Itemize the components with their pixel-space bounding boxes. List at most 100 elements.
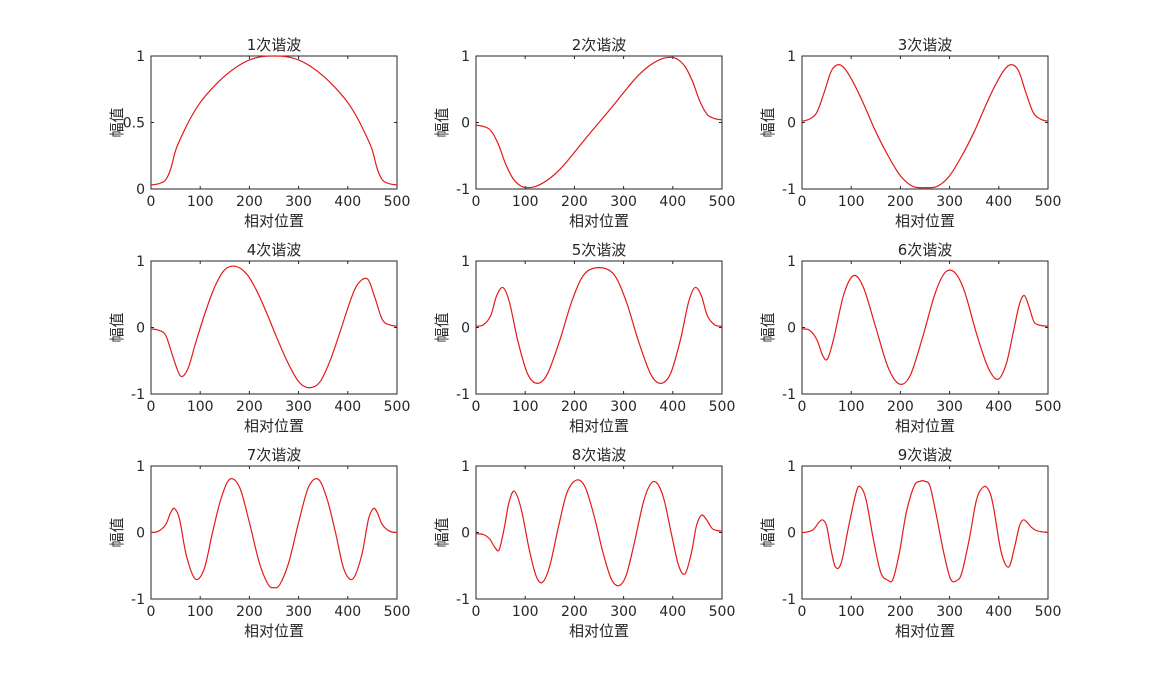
x-tick-label: 400 [334,194,361,210]
subplot-title: 3次谐波 [898,36,953,54]
x-tick-label: 500 [1035,604,1062,620]
x-axis-label: 相对位置 [895,622,955,640]
series-line [801,269,1049,385]
x-tick-label: 200 [561,194,588,210]
x-tick-label: 100 [512,604,539,620]
x-axis: 0 100 200 300 400 500 [147,466,411,620]
x-axis: 0 100 200 300 400 500 [798,261,1061,415]
plot-area-frame [475,465,723,600]
x-tick-label: 300 [610,194,637,210]
subplot-title: 4次谐波 [247,241,302,259]
y-tick-label: -1 [131,387,145,403]
y-tick-label: 0 [461,321,470,337]
series-line [475,267,723,384]
x-tick-label: 300 [936,194,963,210]
x-axis: 0 100 200 300 400 500 [472,466,735,620]
x-tick-label: 200 [236,194,263,210]
y-axis-label: 幅值 [433,517,451,547]
x-tick-label: 300 [610,399,637,415]
y-tick-label: 0 [461,116,470,132]
y-tick-label: 0 [461,526,470,542]
x-axis-label: 相对位置 [244,212,304,230]
x-tick-label: 0 [147,194,156,210]
subplot-title: 9次谐波 [898,446,953,464]
x-tick-label: 400 [985,399,1012,415]
x-tick-label: 500 [709,399,736,415]
y-tick-label: 0 [136,182,145,198]
plot-area-frame [150,465,398,600]
x-tick-label: 0 [798,399,807,415]
x-tick-label: 100 [838,399,865,415]
subplot-title: 2次谐波 [572,36,627,54]
y-tick-label: 1 [461,459,470,475]
x-tick-label: 200 [887,604,914,620]
subplot-title: 8次谐波 [572,446,627,464]
x-tick-label: 0 [147,604,156,620]
y-tick-label: -1 [782,592,796,608]
x-axis-label: 相对位置 [895,212,955,230]
y-axis: -1 0 1 [782,459,1048,608]
x-axis: 0 100 200 300 400 500 [472,56,735,210]
x-axis: 0 100 200 300 400 500 [472,261,736,415]
subplot-title: 7次谐波 [247,446,302,464]
x-axis: 0 100 200 300 400 500 [798,466,1062,620]
x-tick-label: 500 [384,399,411,415]
series-line [475,56,723,189]
series-line [475,479,723,587]
x-tick-label: 100 [187,194,214,210]
x-tick-label: 100 [187,399,214,415]
y-tick-label: -1 [782,182,796,198]
x-tick-label: 0 [147,399,156,415]
x-tick-label: 300 [936,604,963,620]
x-tick-label: 300 [610,604,637,620]
y-tick-label: 0 [136,321,145,337]
plot-area-frame [801,55,1049,190]
y-tick-label: -1 [456,182,470,198]
y-tick-label: 0 [787,321,796,337]
y-tick-label: 0.5 [123,116,145,132]
x-axis-label: 相对位置 [895,417,955,435]
x-axis: 0 100 200 300 400 500 [798,56,1061,210]
x-tick-label: 200 [561,399,588,415]
y-axis: -1 0 1 [782,254,1048,403]
y-axis-label: 幅值 [433,107,451,137]
x-axis-label: 相对位置 [569,417,629,435]
y-axis-label: 幅值 [759,517,777,547]
x-tick-label: 100 [838,604,865,620]
x-tick-label: 200 [236,399,263,415]
x-tick-label: 300 [285,604,312,620]
x-tick-label: 0 [472,604,481,620]
series-line [801,480,1049,583]
series-line [150,478,398,589]
x-axis-label: 相对位置 [244,622,304,640]
x-tick-label: 200 [887,399,914,415]
y-axis-label: 幅值 [759,107,777,137]
y-axis: -1 0 1 [456,49,722,198]
y-tick-label: -1 [782,387,796,403]
x-tick-label: 0 [798,604,807,620]
y-tick-label: 0 [787,116,796,132]
y-tick-label: 1 [787,254,796,270]
y-tick-label: 1 [136,49,145,65]
plot-area-frame [150,260,398,395]
y-tick-label: -1 [456,387,470,403]
series-line [150,265,398,389]
x-tick-label: 100 [187,604,214,620]
x-tick-label: 400 [659,399,686,415]
plot-area-frame [475,260,723,395]
x-tick-label: 200 [561,604,588,620]
x-tick-label: 200 [236,604,263,620]
y-axis-label: 幅值 [108,312,126,342]
x-tick-label: 400 [334,604,361,620]
x-tick-label: 500 [384,604,411,620]
x-tick-label: 0 [472,399,481,415]
